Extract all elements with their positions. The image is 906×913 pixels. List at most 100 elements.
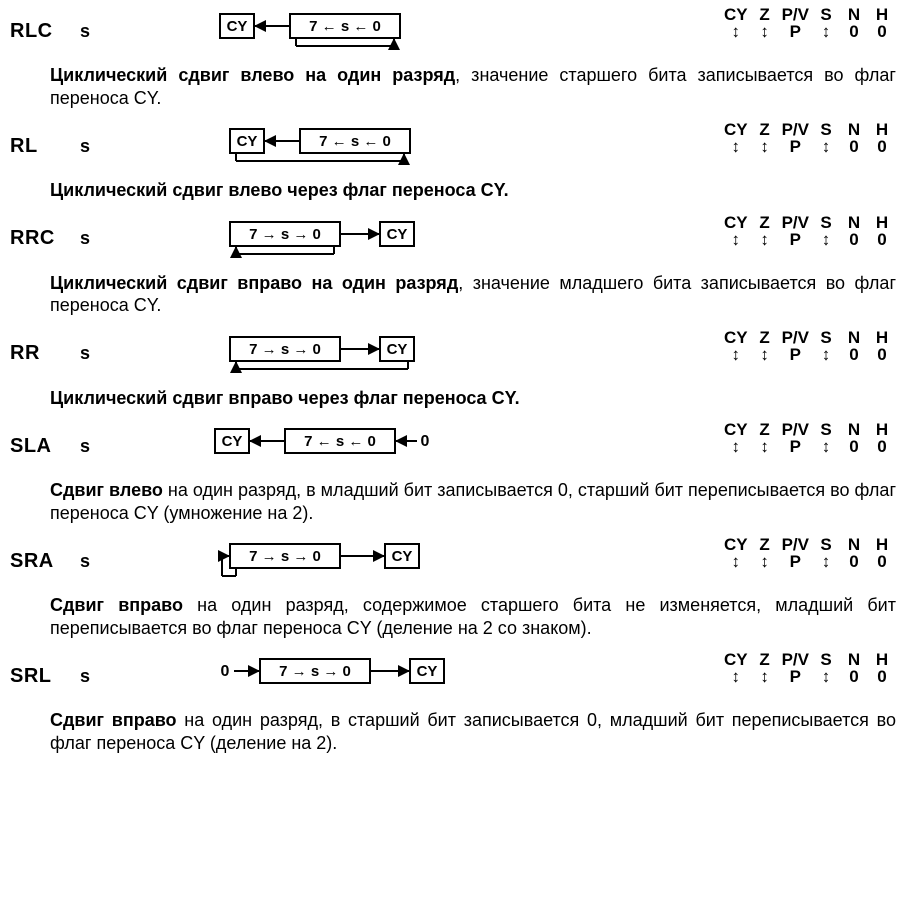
mnemonic: RLC [10,20,80,43]
flag-header: P/V [779,6,812,23]
description: Сдвиг вправо на один разряд, в старший б… [50,709,896,754]
instruction-row: RLCs CY 7 ← s ← 0 CYZP/VSNH↕↕P↕00 [10,8,896,54]
description-bold: Циклический сдвиг влево на один разряд [50,65,455,85]
flag-value: ↕ [812,668,840,685]
flag-header: P/V [779,121,812,138]
flag-header: S [812,651,840,668]
description: Циклический сдвиг вправо через флаг пере… [50,387,896,410]
shift-diagram: 7 → s → 0 CY [210,538,470,584]
flag-value: 0 [840,23,868,40]
flag-header: N [840,651,868,668]
flag-value: P [779,23,812,40]
instruction-block: RRs7 → s → 0CYCYZP/VSNH↕↕P↕00Циклический… [10,331,896,410]
flag-value: P [779,138,812,155]
instruction-row: SRLs07 → s → 0CYCYZP/VSNH↕↕P↕00 [10,653,896,699]
description: Циклический сдвиг влево через флаг перен… [50,179,896,202]
description: Сдвиг влево на один разряд, в младший би… [50,479,896,524]
svg-text:CY: CY [392,548,413,565]
flag-value: 0 [868,668,896,685]
instruction-row: SRAs7 → s → 0CYCYZP/VSNH↕↕P↕00 [10,538,896,584]
mnemonic: SRA [10,550,80,573]
flag-header: N [840,121,868,138]
flag-header: H [868,121,896,138]
flag-value: P [779,231,812,248]
mnemonic: RRC [10,227,80,250]
description: Циклический сдвиг вправо на один разряд,… [50,272,896,317]
description-bold: Циклический сдвиг вправо через флаг пере… [50,388,520,408]
operand: s [80,436,210,457]
operand: s [80,21,210,42]
flag-header: Z [751,214,779,231]
shift-diagram: 7 → s → 0CY [210,331,470,377]
flag-value: ↕ [812,553,840,570]
flag-header: H [868,329,896,346]
svg-text:CY: CY [387,341,408,358]
flag-header: CY [721,121,751,138]
mnemonic: SRL [10,665,80,688]
flag-value: ↕ [721,438,751,455]
flag-value: 0 [840,553,868,570]
operand: s [80,228,210,249]
operand: s [80,136,210,157]
flags-table: CYZP/VSNH↕↕P↕00 [721,329,896,363]
flag-header: P/V [779,214,812,231]
flag-header: CY [721,651,751,668]
flag-value: 0 [840,346,868,363]
flag-value: ↕ [751,668,779,685]
flag-value: 0 [840,438,868,455]
flag-value: P [779,438,812,455]
flag-value: 0 [868,553,896,570]
flags-table: CYZP/VSNH↕↕P↕00 [721,536,896,570]
flag-header: N [840,536,868,553]
svg-text:CY: CY [237,133,258,150]
mnemonic: SLA [10,435,80,458]
flag-value: 0 [840,668,868,685]
flag-value: 0 [868,138,896,155]
flag-header: CY [721,329,751,346]
flag-header: S [812,536,840,553]
flag-header: P/V [779,329,812,346]
shift-diagram: CY7 ← s ← 0 [210,123,470,169]
description: Циклический сдвиг влево на один разряд, … [50,64,896,109]
flag-header: CY [721,214,751,231]
instruction-row: RLsCY7 ← s ← 0CYZP/VSNH↕↕P↕00 [10,123,896,169]
flag-header: N [840,421,868,438]
instruction-block: RRCs7 → s → 0CYCYZP/VSNH↕↕P↕00Циклически… [10,216,896,317]
svg-text:7 ← s ← 0: 7 ← s ← 0 [309,18,381,35]
flags-table: CYZP/VSNH↕↕P↕00 [721,421,896,455]
svg-text:CY: CY [222,433,243,450]
svg-text:7 → s → 0: 7 → s → 0 [249,548,321,565]
flag-header: N [840,214,868,231]
flag-value: ↕ [812,231,840,248]
instruction-block: RLsCY7 ← s ← 0CYZP/VSNH↕↕P↕00Циклический… [10,123,896,202]
flag-header: P/V [779,536,812,553]
flag-header: Z [751,536,779,553]
flag-value: ↕ [812,346,840,363]
instruction-block: SRAs7 → s → 0CYCYZP/VSNH↕↕P↕00Сдвиг впра… [10,538,896,639]
flag-header: N [840,329,868,346]
description-bold: Сдвиг вправо [50,710,177,730]
svg-text:7 ← s ← 0: 7 ← s ← 0 [304,433,376,450]
flag-value: 0 [868,346,896,363]
flag-header: H [868,421,896,438]
flag-header: CY [721,421,751,438]
svg-text:7 → s → 0: 7 → s → 0 [279,663,351,680]
flag-value: ↕ [812,438,840,455]
flag-value: ↕ [751,553,779,570]
svg-text:0: 0 [221,663,230,680]
flag-value: 0 [868,23,896,40]
flag-header: P/V [779,651,812,668]
flag-value: ↕ [812,23,840,40]
flag-header: N [840,6,868,23]
description-bold: Сдвиг вправо [50,595,183,615]
flag-value: 0 [868,231,896,248]
flags-table: CYZP/VSNH↕↕P↕00 [721,6,896,40]
flag-value: 0 [840,138,868,155]
shift-diagram: 7 → s → 0CY [210,216,470,262]
svg-text:CY: CY [227,18,248,35]
operand: s [80,666,210,687]
description-bold: Сдвиг влево [50,480,163,500]
flag-value: 0 [868,438,896,455]
operand: s [80,343,210,364]
flag-header: S [812,421,840,438]
